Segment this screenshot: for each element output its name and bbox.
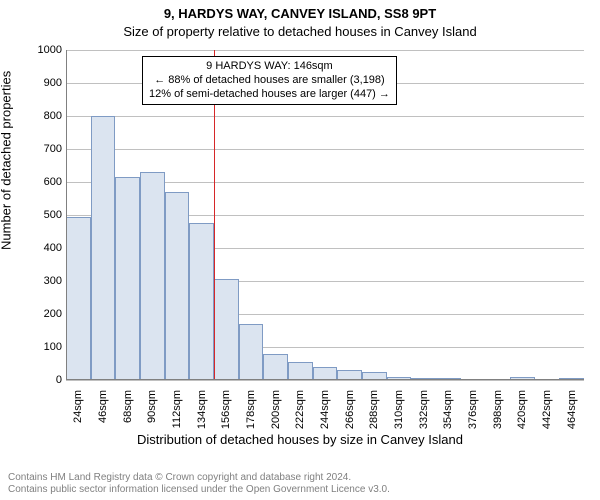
x-tick-label: 288sqm — [368, 386, 380, 429]
x-tick-label: 420sqm — [516, 386, 528, 429]
x-tick-label: 178sqm — [245, 386, 257, 429]
histogram-bar — [140, 172, 165, 380]
annotation-line: 12% of semi-detached houses are larger (… — [149, 88, 390, 102]
y-tick-label: 500 — [44, 209, 66, 221]
x-tick-label: 354sqm — [442, 386, 454, 429]
x-tick-label: 222sqm — [294, 386, 306, 429]
footer-line: Contains HM Land Registry data © Crown c… — [8, 472, 390, 484]
plot-area: 0100200300400500600700800900100024sqm46s… — [66, 50, 584, 380]
histogram-bar — [91, 116, 116, 380]
x-tick-label: 46sqm — [97, 386, 109, 423]
footer-line: Contains public sector information licen… — [8, 484, 390, 496]
histogram-bar — [189, 223, 214, 380]
x-tick-label: 200sqm — [270, 386, 282, 429]
y-tick-label: 900 — [44, 77, 66, 89]
y-tick-label: 0 — [56, 374, 66, 386]
gridline — [66, 50, 584, 51]
chart-subtitle: Size of property relative to detached ho… — [0, 24, 600, 39]
x-tick-label: 376sqm — [467, 386, 479, 429]
annotation-line: 9 HARDYS WAY: 146sqm — [149, 60, 390, 74]
histogram-bar — [66, 217, 91, 380]
x-tick-label: 244sqm — [319, 386, 331, 429]
x-tick-label: 310sqm — [393, 386, 405, 429]
x-tick-label: 442sqm — [541, 386, 553, 429]
x-tick-label: 134sqm — [196, 386, 208, 429]
histogram-bar — [115, 177, 140, 380]
y-axis-line — [66, 50, 67, 380]
annotation-box: 9 HARDYS WAY: 146sqm ← 88% of detached h… — [142, 56, 397, 105]
histogram-bar — [239, 324, 264, 380]
y-tick-label: 700 — [44, 143, 66, 155]
x-axis-line — [66, 379, 584, 380]
gridline — [66, 116, 584, 117]
x-tick-label: 90sqm — [146, 386, 158, 423]
x-tick-label: 112sqm — [171, 386, 183, 428]
x-tick-label: 24sqm — [72, 386, 84, 423]
gridline — [66, 380, 584, 381]
histogram-bar — [288, 362, 313, 380]
y-tick-label: 1000 — [38, 44, 66, 56]
x-tick-label: 398sqm — [492, 386, 504, 429]
chart-title: 9, HARDYS WAY, CANVEY ISLAND, SS8 9PT — [0, 6, 600, 21]
y-tick-label: 800 — [44, 110, 66, 122]
x-tick-label: 464sqm — [566, 386, 578, 429]
histogram-bar — [165, 192, 190, 380]
histogram-bar — [263, 354, 288, 380]
y-tick-label: 100 — [44, 341, 66, 353]
histogram-bar — [214, 279, 239, 380]
x-axis-label: Distribution of detached houses by size … — [0, 432, 600, 447]
footer-attrib: Contains HM Land Registry data © Crown c… — [8, 472, 390, 496]
x-tick-label: 68sqm — [122, 386, 134, 423]
gridline — [66, 149, 584, 150]
y-tick-label: 400 — [44, 242, 66, 254]
y-axis-label: Number of detached properties — [0, 71, 14, 250]
annotation-line: ← 88% of detached houses are smaller (3,… — [149, 74, 390, 88]
x-tick-label: 332sqm — [418, 386, 430, 429]
y-tick-label: 600 — [44, 176, 66, 188]
y-tick-label: 300 — [44, 275, 66, 287]
x-tick-label: 156sqm — [220, 386, 232, 429]
x-tick-label: 266sqm — [344, 386, 356, 429]
chart-container: 9, HARDYS WAY, CANVEY ISLAND, SS8 9PT Si… — [0, 0, 600, 500]
y-tick-label: 200 — [44, 308, 66, 320]
